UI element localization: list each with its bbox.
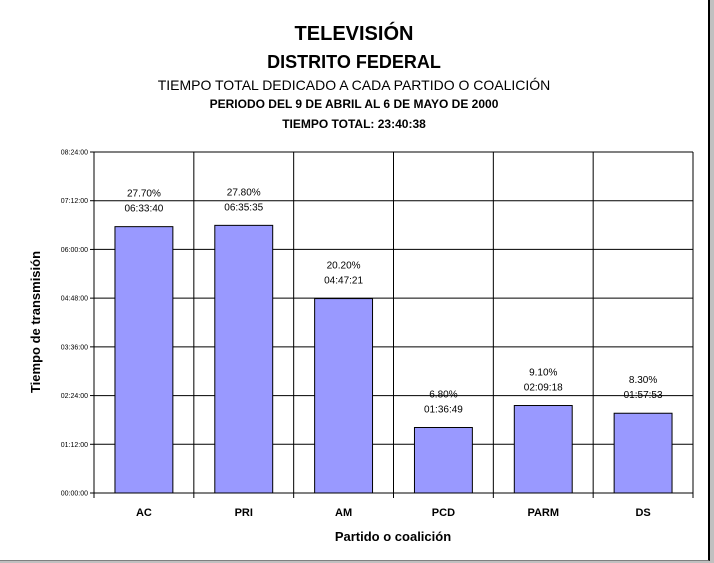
y-tick-label: 04:48:00: [61, 296, 88, 303]
data-label-percent: 27.80%: [227, 187, 261, 198]
bar-parm: [513, 405, 573, 494]
chart-subtitle: DISTRITO FEDERAL: [267, 52, 441, 72]
data-label-time: 06:35:35: [224, 202, 263, 213]
category-label-pcd: PCD: [432, 507, 455, 519]
data-label-time: 02:09:18: [524, 383, 563, 394]
data-label-percent: 9.10%: [529, 368, 557, 379]
y-tick-label: 03:36:00: [61, 344, 88, 351]
bar-pri: [214, 224, 274, 494]
data-label-percent: 20.20%: [327, 261, 361, 272]
y-tick-label: 07:12:00: [61, 198, 88, 205]
y-axis-label: Tiempo de transmisión: [28, 251, 43, 393]
chart-subtitle-2: TIEMPO TOTAL DEDICADO A CADA PARTIDO O C…: [157, 77, 551, 93]
y-axis-ticks: 00:00:00 01:12:00 02:24:00 03:36:00 04:48:00…: [61, 150, 94, 498]
category-label-ac: AC: [136, 507, 152, 519]
bars: [114, 224, 673, 494]
category-label-parm: PARM: [527, 507, 559, 519]
data-label-time: 04:47:21: [324, 276, 363, 287]
y-tick-label: 01:12:00: [61, 442, 88, 449]
bar-ac: [114, 226, 174, 494]
data-label-time: 01:57:53: [624, 390, 663, 401]
data-label-time: 06:33:40: [124, 204, 163, 215]
y-tick-label: 06:00:00: [61, 247, 88, 254]
chart-total-time: TIEMPO TOTAL: 23:40:38: [282, 117, 426, 131]
gridlines: [93, 151, 694, 498]
chart-period: PERIODO DEL 9 DE ABRIL AL 6 DE MAYO DE 2…: [209, 97, 499, 111]
data-label-percent: 8.30%: [629, 375, 657, 386]
bar-am: [314, 298, 374, 494]
y-tick-label: 00:00:00: [61, 491, 88, 498]
category-label-am: AM: [335, 507, 352, 519]
x-axis-ticks: AC PRI AM PCD PARM DS: [136, 507, 651, 519]
data-label-percent: 27.70%: [127, 189, 161, 200]
data-label-time: 01:36:49: [424, 404, 463, 415]
y-tick-label: 02:24:00: [61, 393, 88, 400]
x-axis-label: Partido o coalición: [335, 529, 451, 544]
bar-ds: [613, 412, 673, 494]
category-label-ds: DS: [635, 507, 650, 519]
category-label-pri: PRI: [235, 507, 253, 519]
data-label-percent: 6.80%: [429, 389, 457, 400]
y-tick-label: 08:24:00: [61, 150, 88, 157]
chart-title: TELEVISIÓN: [294, 23, 414, 45]
data-labels: 27.70% 06:33:40 27.80% 06:35:35 20.20% 04:47:…: [124, 187, 663, 415]
bar-pcd: [413, 426, 473, 494]
